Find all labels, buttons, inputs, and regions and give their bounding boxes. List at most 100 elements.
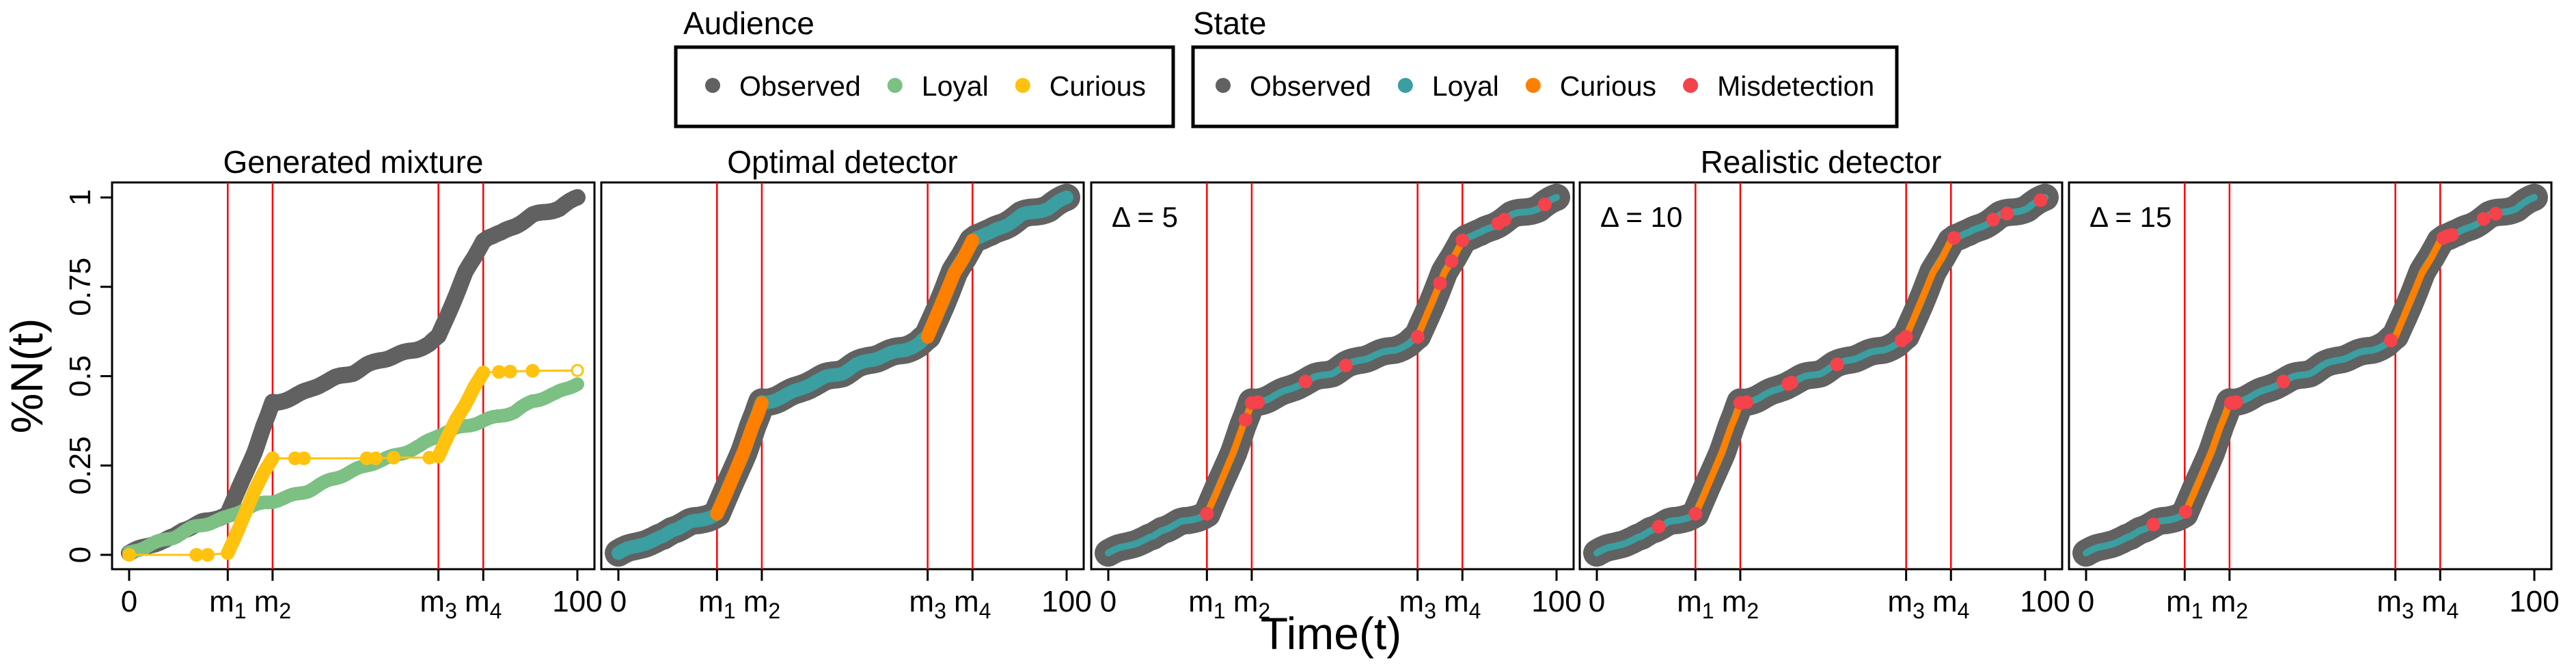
legend-label-curious: Curious — [1560, 70, 1656, 102]
panel-2-optimal-detector: 0 m1 m2 m3 m4 100 — [600, 181, 1092, 623]
misdetection-point — [2229, 395, 2243, 409]
series-state-loyal — [2083, 193, 2538, 557]
curious-point — [297, 451, 311, 465]
misdetection-point — [2178, 504, 2193, 519]
y-tick-label: 0.75 — [64, 258, 97, 316]
series-loyal — [122, 377, 584, 560]
legend-item-loyal: Loyal — [887, 70, 989, 102]
y-tick-label: 0.25 — [64, 436, 97, 495]
legend-state-items: Observed Loyal Curious Misdetection — [1216, 70, 1874, 102]
misdetection-point — [1537, 197, 1552, 212]
x-tick-label: 100 — [1531, 585, 1581, 618]
x-tick-label: 0 — [121, 585, 137, 618]
curious-point — [503, 364, 517, 379]
misdetection-point — [2276, 374, 2290, 389]
delta-annotation: Δ = 15 — [2089, 201, 2171, 233]
x-tick-label: 100 — [552, 585, 602, 618]
legend-label-misdetection: Misdetection — [1717, 70, 1874, 102]
curious-point — [571, 364, 584, 377]
misdetection-point — [2445, 228, 2459, 242]
series-state-curious — [2181, 399, 2233, 517]
misdetection-point — [1298, 374, 1313, 389]
panel-title-realistic-detector: Realistic detector — [1701, 144, 1942, 180]
legend-marker-loyal — [887, 78, 903, 93]
legend-marker-curious — [1525, 78, 1541, 93]
y-tick-label: 0.5 — [64, 355, 97, 397]
legend-audience-title: Audience — [683, 5, 814, 41]
legend-marker-curious — [1015, 78, 1030, 93]
misdetection-point — [1986, 213, 2000, 227]
panel-title-optimal-detector: Optimal detector — [727, 144, 957, 180]
x-tick-label: m3 — [909, 585, 946, 623]
misdetection-point — [1339, 358, 1353, 372]
misdetection-point — [1410, 329, 1425, 344]
x-tick-label: m3 — [2376, 585, 2413, 623]
misdetection-point — [1433, 276, 1447, 290]
curious-point — [431, 450, 446, 464]
legend-item-observed: Observed — [1216, 70, 1371, 102]
panel-3-realistic-detector: 0 m1 m2 m3 m4 100 Δ = 5 — [1090, 181, 1582, 623]
x-tick-label: 0 — [1100, 585, 1116, 618]
misdetection-point — [2033, 193, 2048, 207]
misdetection-point — [1947, 231, 1961, 245]
legend-marker-loyal — [1397, 78, 1413, 93]
legend-state: State Observed Loyal Curious Misdetection — [1191, 5, 1899, 128]
series-state-curious — [920, 233, 980, 344]
misdetection-point — [2384, 333, 2398, 348]
curious-point — [440, 430, 454, 444]
x-tick-label: 0 — [1589, 585, 1605, 618]
misdetection-point — [2000, 206, 2014, 221]
curious-point — [458, 398, 472, 412]
x-tick-label: m3 — [1887, 585, 1924, 623]
misdetection-point — [2146, 517, 2161, 532]
misdetection-point — [1444, 254, 1459, 269]
series-state-curious — [1902, 236, 1955, 340]
series-state-loyal — [1593, 193, 2049, 557]
x-tick-label: m3 — [1399, 585, 1436, 623]
legend-label-observed: Observed — [739, 70, 861, 102]
misdetection-point — [1251, 395, 1265, 409]
x-tick-label: m2 — [1233, 585, 1270, 623]
y-tick-label: 1 — [64, 189, 97, 206]
panel-5-realistic-detector: 0 m1 m2 m3 m4 100 Δ = 15 — [2068, 181, 2560, 623]
panel-4-realistic-detector: 0 m1 m2 m3 m4 100 Δ = 10 — [1578, 181, 2070, 623]
x-tick-label: m1 — [2166, 585, 2203, 623]
curious-point — [476, 366, 491, 380]
series-state-loyal — [612, 190, 1073, 560]
legend-marker-misdetection — [1683, 78, 1699, 93]
legend-label-loyal: Loyal — [1432, 70, 1499, 102]
legend-audience-box — [674, 45, 1175, 128]
curious-point — [525, 364, 540, 378]
misdetection-point — [1455, 233, 1470, 247]
legend-item-curious: Curious — [1015, 70, 1146, 102]
legend-marker-observed — [1216, 78, 1231, 93]
x-tick-label: m4 — [2422, 585, 2458, 623]
x-tick-label: 0 — [610, 585, 627, 618]
x-tick-label: m1 — [698, 585, 735, 623]
legend-item-misdetection: Misdetection — [1683, 70, 1874, 102]
misdetection-point — [2476, 212, 2491, 226]
series-state-loyal — [1105, 193, 1560, 557]
misdetection-point — [1497, 213, 1511, 227]
x-tick-label: m2 — [2211, 585, 2248, 623]
legend-item-loyal: Loyal — [1397, 70, 1499, 102]
misdetection-point — [1784, 375, 1798, 389]
legend-label-loyal: Loyal — [922, 70, 989, 102]
misdetection-point — [1740, 395, 1754, 409]
misdetection-point — [1200, 506, 1214, 521]
legend-label-observed: Observed — [1250, 70, 1371, 102]
x-tick-label: m2 — [254, 585, 291, 623]
x-tick-label: 0 — [2078, 585, 2094, 618]
x-tick-label: m2 — [743, 585, 780, 623]
x-tick-label: m1 — [209, 585, 246, 623]
x-tick-label: 100 — [2509, 585, 2559, 618]
legend-marker-observed — [705, 78, 720, 93]
misdetection-point — [2489, 206, 2503, 221]
legend-audience-items: Observed Loyal Curious — [705, 70, 1146, 102]
misdetection-point — [1830, 357, 1844, 372]
curious-point — [368, 451, 383, 465]
x-axis-label: Time(t) — [1261, 608, 1402, 659]
x-tick-label: m3 — [420, 585, 456, 623]
panel-1-generated-mixture: 0 m1 m2 m3 m4 100 0 0.25 0.5 0.75 1 — [64, 181, 603, 623]
